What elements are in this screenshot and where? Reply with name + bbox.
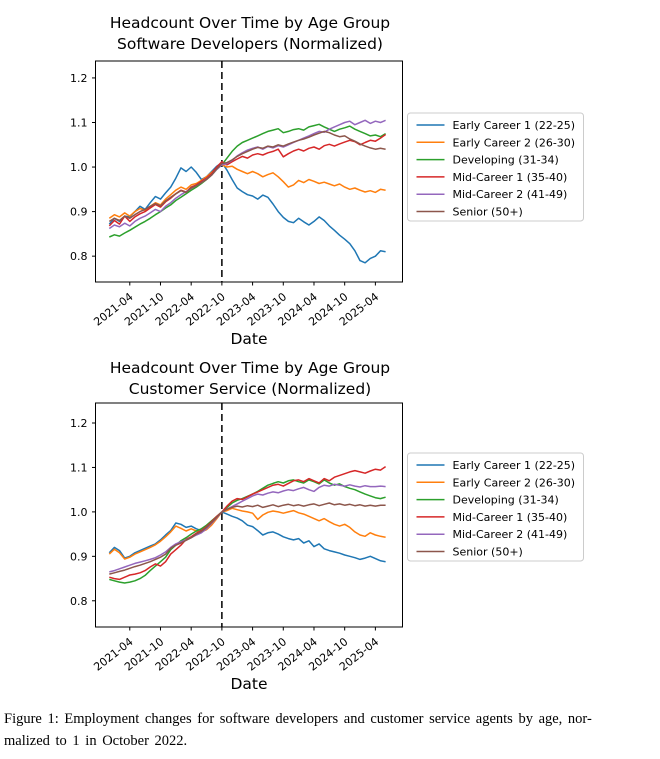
chart1-ytick-label: 1.0 bbox=[70, 161, 88, 174]
customer-service-title: Headcount Over Time by Age Group Custome… bbox=[40, 358, 460, 400]
chart1-title-line1: Headcount Over Time by Age Group bbox=[109, 14, 391, 32]
chart1-ytick-label: 0.8 bbox=[70, 250, 88, 263]
figure-caption: Figure 1: Employment changes for softwar… bbox=[4, 708, 656, 752]
chart1-title-line2: Software Developers (Normalized) bbox=[117, 35, 383, 53]
chart2-title-line1: Headcount Over Time by Age Group bbox=[109, 359, 391, 377]
chart1-legend-box bbox=[407, 112, 584, 222]
chart2-series-1 bbox=[108, 511, 386, 563]
chart1-series-2 bbox=[108, 164, 386, 219]
chart2-legend-box bbox=[407, 452, 584, 562]
chart2-legend-label: Developing (31-34) bbox=[453, 494, 559, 507]
chart2-title-line2: Customer Service (Normalized) bbox=[128, 380, 372, 398]
chart2-series-4 bbox=[109, 465, 387, 581]
chart1-legend-label: Mid-Career 1 (35-40) bbox=[453, 171, 568, 184]
chart2-ytick-label: 0.9 bbox=[70, 550, 88, 563]
chart1-xaxis-label: Date bbox=[230, 330, 268, 348]
chart2-ytick-label: 1.0 bbox=[70, 506, 88, 519]
chart1-legend-label: Early Career 2 (26-30) bbox=[453, 136, 576, 149]
chart2-ytick-label: 0.8 bbox=[70, 595, 88, 608]
chart2-legend-label: Early Career 1 (22-25) bbox=[453, 459, 576, 472]
chart1-series-1 bbox=[108, 161, 386, 264]
chart1-legend-label: Early Career 1 (22-25) bbox=[453, 119, 576, 132]
chart2-series-2 bbox=[108, 507, 386, 560]
chart2-axes-frame bbox=[95, 402, 403, 628]
chart2-legend-label: Senior (50+) bbox=[453, 546, 523, 559]
chart2-series-5 bbox=[109, 483, 386, 573]
chart2-ytick-label: 1.1 bbox=[70, 461, 88, 474]
chart1-series-5 bbox=[108, 119, 386, 230]
caption-line1: Figure 1: Employment changes for softwar… bbox=[4, 711, 592, 727]
chart1-legend-label: Mid-Career 2 (41-49) bbox=[453, 188, 568, 201]
chart1-axes-frame bbox=[95, 60, 403, 283]
chart1-legend-label: Developing (31-34) bbox=[453, 154, 559, 167]
chart1-series-3 bbox=[109, 123, 386, 238]
chart2-legend-label: Mid-Career 2 (41-49) bbox=[453, 528, 568, 541]
chart2-ytick-label: 1.2 bbox=[70, 417, 88, 430]
chart1-series-4 bbox=[108, 133, 387, 227]
chart1-legend-label: Senior (50+) bbox=[453, 206, 523, 219]
chart1-ytick-label: 1.2 bbox=[70, 72, 88, 85]
chart1-ytick-label: 0.9 bbox=[70, 206, 88, 219]
chart2-legend-label: Mid-Career 1 (35-40) bbox=[453, 511, 568, 524]
software-developers-title: Headcount Over Time by Age Group Softwar… bbox=[40, 13, 460, 55]
chart2-xaxis-label: Date bbox=[230, 675, 268, 693]
chart1-series-6 bbox=[108, 130, 386, 223]
chart1-ytick-label: 1.1 bbox=[70, 116, 88, 129]
chart2-legend-label: Early Career 2 (26-30) bbox=[453, 476, 576, 489]
chart2-series-6 bbox=[109, 502, 386, 575]
caption-line2: malized to 1 in October 2022. bbox=[4, 733, 188, 749]
